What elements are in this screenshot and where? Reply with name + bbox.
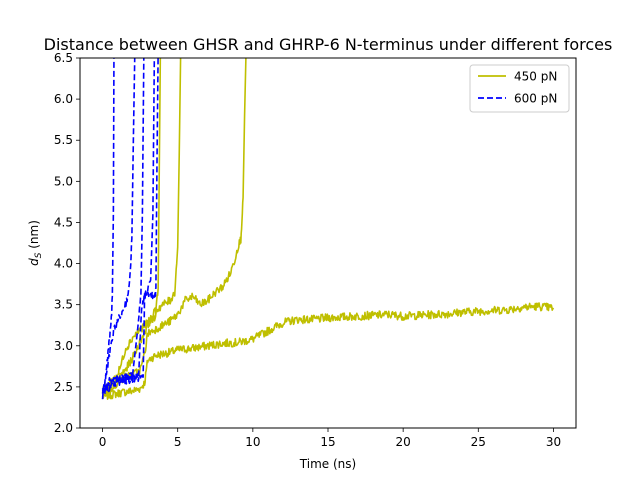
y-tick-label: 6.5 xyxy=(54,51,73,65)
x-tick-label: 15 xyxy=(320,435,335,449)
y-tick-label: 3.0 xyxy=(54,339,73,353)
series-line-600pn-run-1 xyxy=(101,58,115,400)
x-tick-label: 10 xyxy=(245,435,260,449)
legend-label-450pn: 450 pN xyxy=(514,70,557,84)
series-line-450pn-run-1 xyxy=(101,302,555,400)
x-tick-label: 0 xyxy=(99,435,107,449)
x-tick-label: 20 xyxy=(396,435,411,449)
y-axis-label-unit: (nm) xyxy=(27,220,41,252)
series-line-600pn-run-2 xyxy=(101,58,136,394)
legend: 450 pN 600 pN xyxy=(469,64,570,113)
y-tick-label: 5.0 xyxy=(54,174,73,188)
y-tick-label: 3.5 xyxy=(54,298,73,312)
legend-label-600pn: 600 pN xyxy=(514,92,557,106)
y-tick-label: 6.0 xyxy=(54,92,73,106)
y-axis-label-symbol: d xyxy=(27,258,41,266)
y-tick-label: 5.5 xyxy=(54,133,73,147)
x-tick-label: 30 xyxy=(546,435,561,449)
series-line-600pn-run-5 xyxy=(102,58,156,394)
plot-area xyxy=(80,58,576,428)
y-tick-label: 4.0 xyxy=(54,257,73,271)
y-tick-label: 2.5 xyxy=(54,380,73,394)
y-tick-label: 2.0 xyxy=(54,421,73,435)
series-line-600pn-run-4 xyxy=(101,58,159,394)
y-tick-label: 4.5 xyxy=(54,215,73,229)
x-tick-label: 25 xyxy=(471,435,486,449)
x-tick-label: 5 xyxy=(174,435,182,449)
y-axis-label-subscript: S xyxy=(34,252,44,258)
x-axis-label: Time (ns) xyxy=(299,457,356,471)
chart-title: Distance between GHSR and GHRP-6 N-termi… xyxy=(44,35,613,54)
y-axis-label: dS (nm) xyxy=(27,220,44,266)
x-axis: 0 5 10 15 20 25 30 xyxy=(99,428,561,449)
y-axis: 2.0 2.5 3.0 3.5 4.0 4.5 5.0 5.5 6.0 6.5 xyxy=(54,51,80,435)
series-layer xyxy=(101,58,555,400)
